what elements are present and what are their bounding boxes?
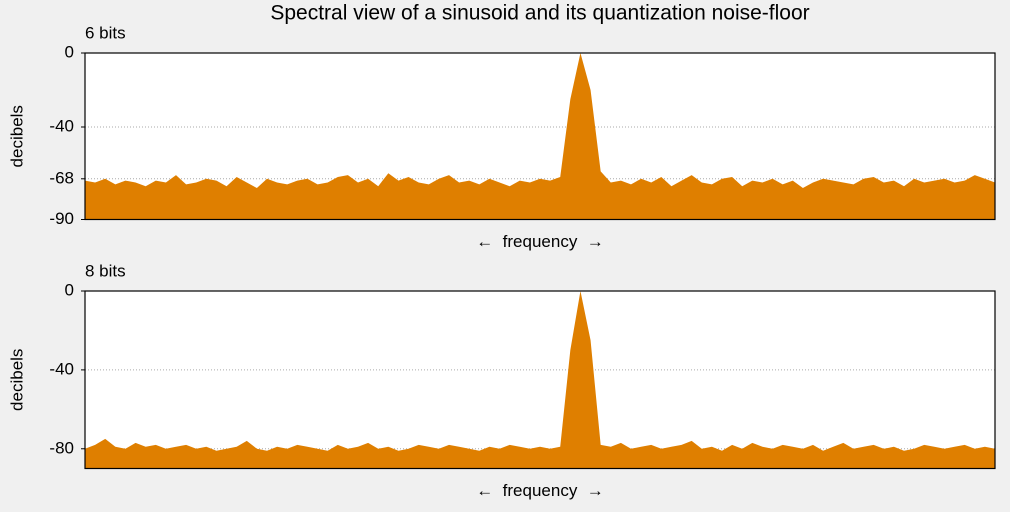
plot-area [85,291,995,469]
figure-title: Spectral view of a sinusoid and its quan… [270,2,809,25]
y-axis-label: decibels [7,349,26,411]
subplot-title: 6 bits [85,23,126,42]
y-tick-label: -40 [49,116,74,135]
y-tick-label: 0 [65,280,74,299]
y-tick-label: -40 [49,359,74,378]
y-tick-label: -80 [49,438,74,457]
y-tick-label: -90 [49,209,74,228]
spectrum-area [85,291,995,469]
plot-frame [84,52,996,221]
y-tick-label: -68 [49,168,74,187]
y-tick-label: 0 [65,42,74,61]
plot-frame [84,290,996,470]
spectrum-area [85,53,995,220]
y-axis-label: decibels [7,105,26,167]
subplot-title: 8 bits [85,261,126,280]
x-axis-label: ← frequency → [476,232,604,251]
x-axis-label: ← frequency → [476,481,604,500]
